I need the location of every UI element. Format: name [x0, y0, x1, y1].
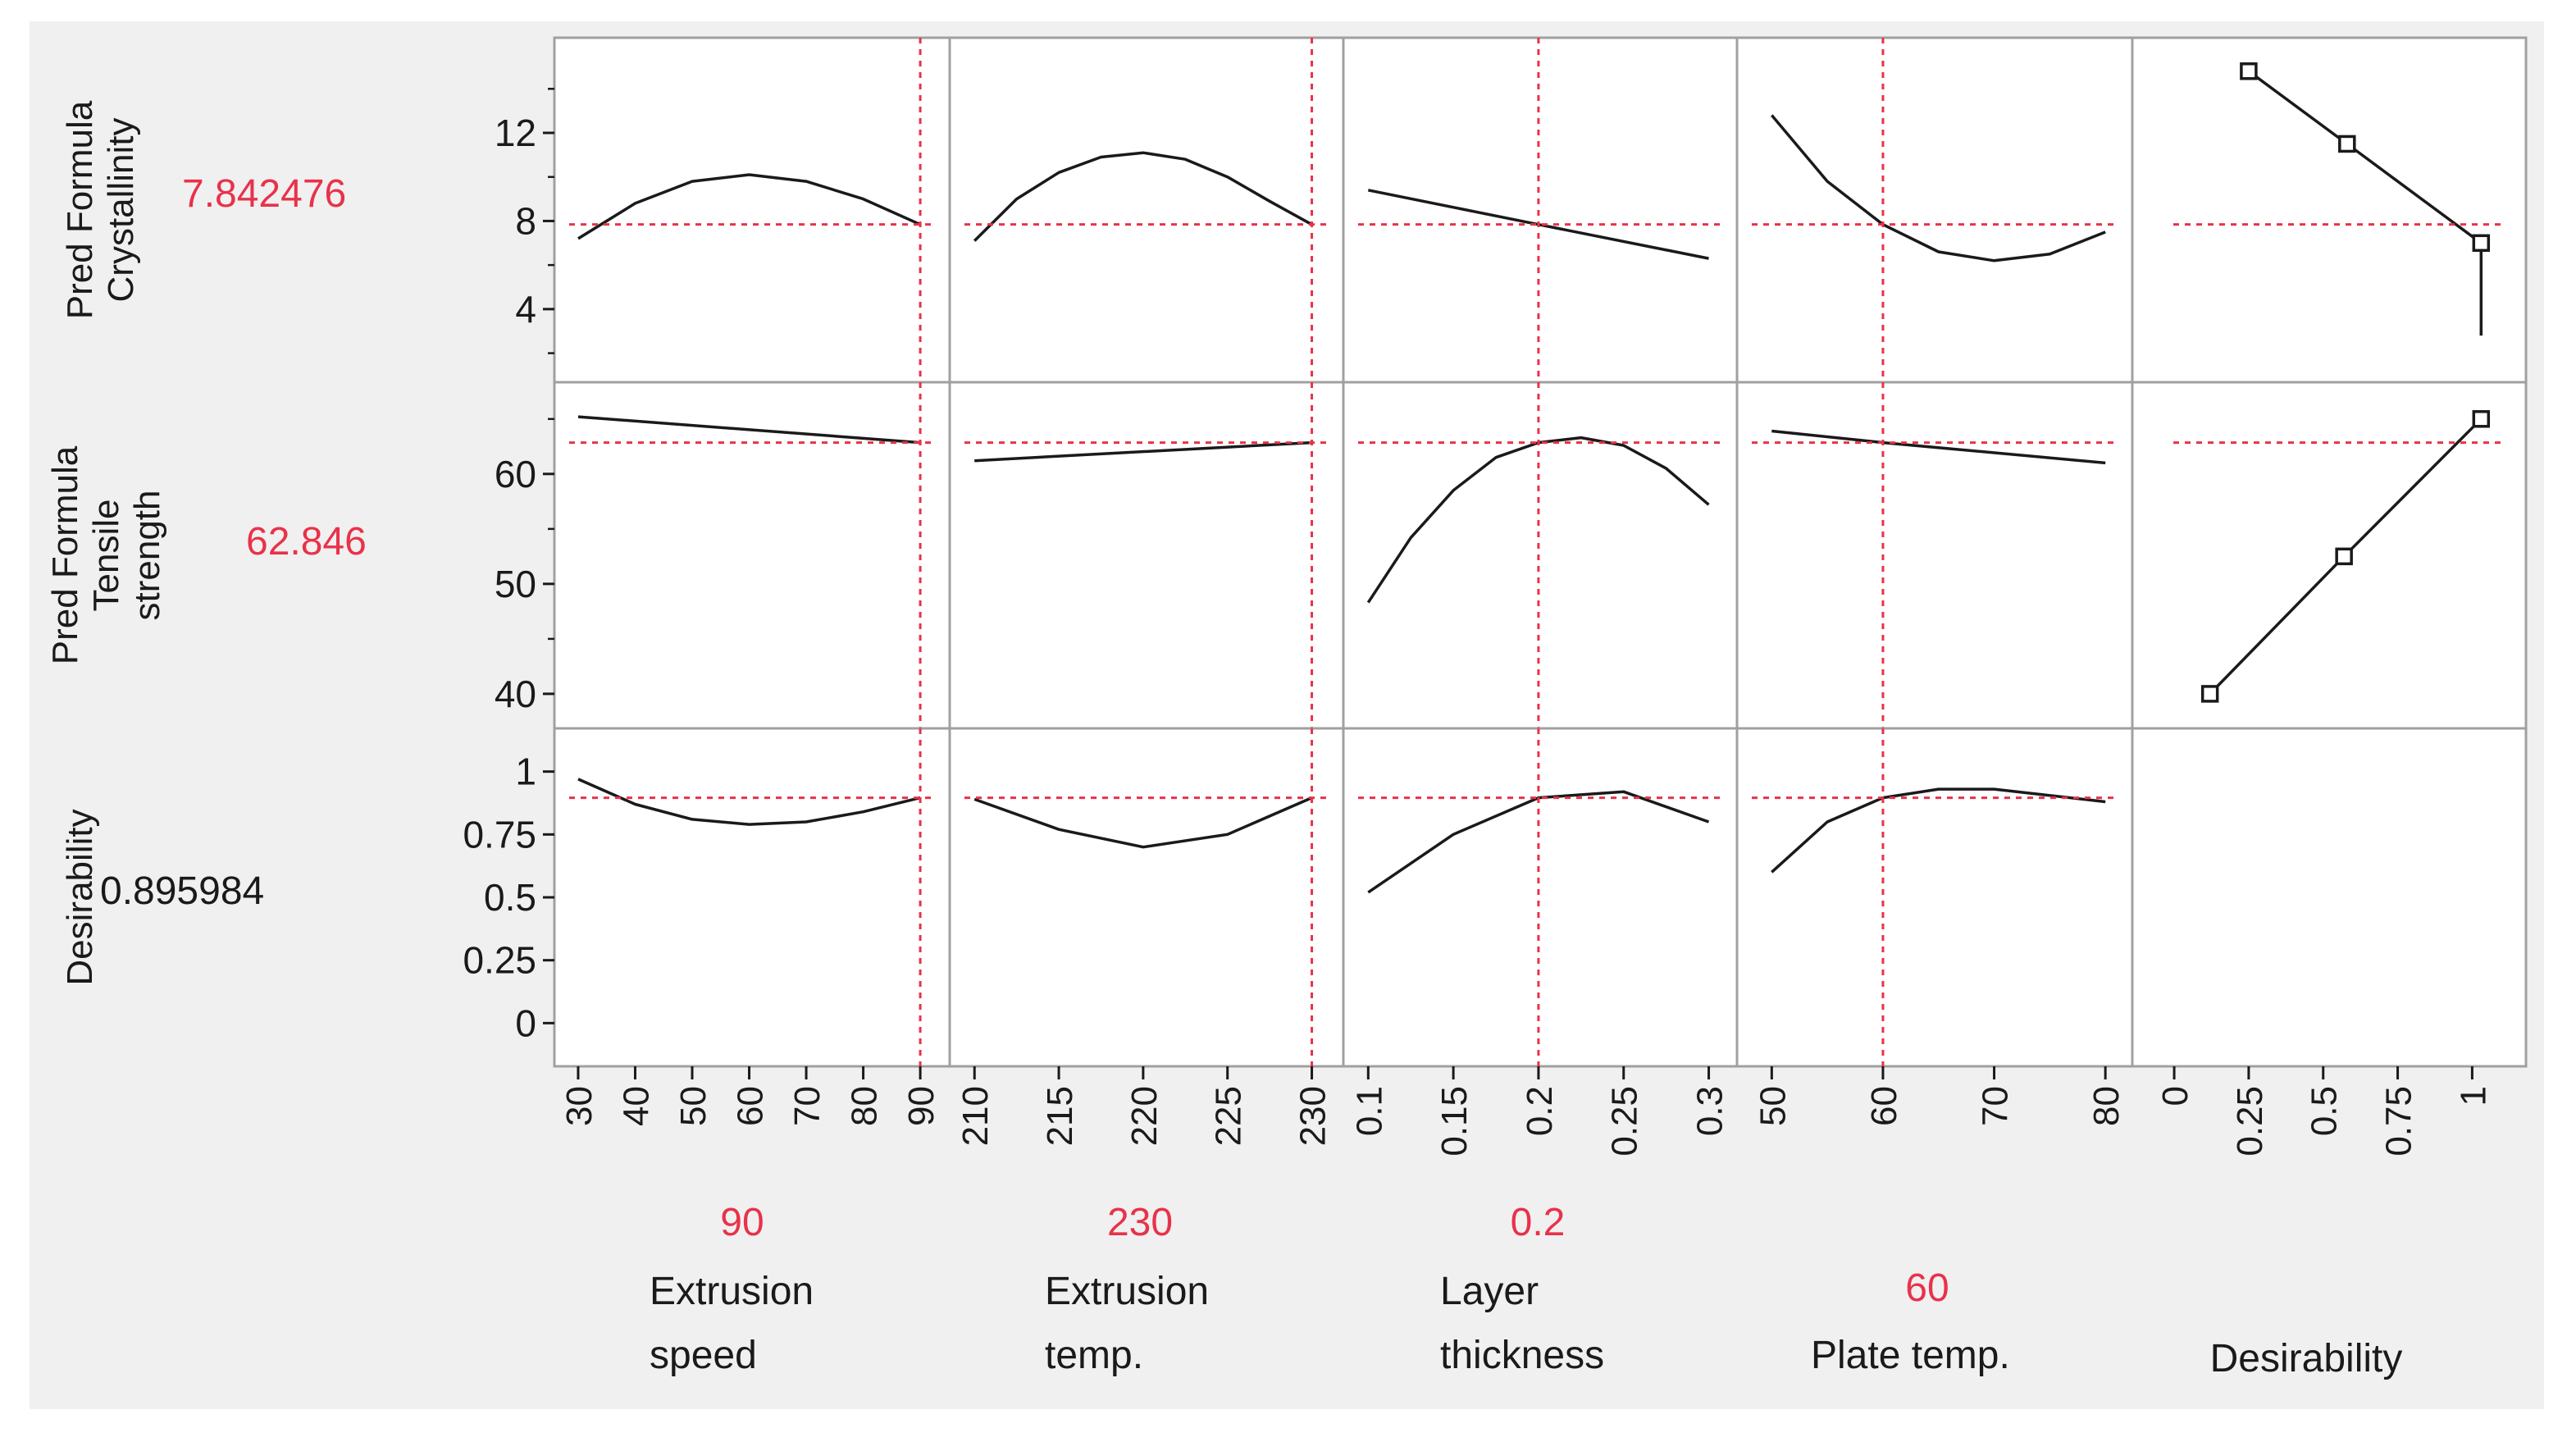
y-tick-label-r0-2: 12: [495, 112, 536, 154]
response-name-r1-line0: Pred Formula: [45, 445, 85, 664]
desirability-axis-title: Desirability: [2210, 1337, 2403, 1380]
response-name-r0-line0: Pred Formula: [60, 100, 100, 319]
response-current-value-r0: 7.842476: [182, 172, 346, 216]
desirability-handle-r0-0: [2240, 62, 2258, 80]
response-name-r0-line1: Crystallinity: [101, 118, 141, 303]
profile-cell-r0-c2: [1342, 36, 1739, 384]
factor-name-f1-line0: Extrusion: [1045, 1270, 1209, 1313]
y-tick-label-r2-1: 0.25: [463, 939, 536, 982]
response-name-r1-line1: Tensile: [86, 500, 126, 612]
x-tick-label-f2-1: 0.15: [1434, 1086, 1475, 1157]
factor-name-f1-line1: temp.: [1045, 1334, 1143, 1377]
profile-trace-r0-c0: [577, 173, 921, 240]
desirability-x-tick-label-0: 0: [2155, 1086, 2195, 1106]
response-name-r1-line2: strength: [127, 491, 167, 621]
desirability-cell-r2: [2131, 727, 2528, 1068]
response-name-r2-line0: Desirability: [60, 809, 100, 985]
x-tick-label-f2-2: 0.2: [1520, 1086, 1560, 1136]
y-tick-label-r2-4: 1: [515, 751, 536, 793]
profile-cell-r0-c3: [1735, 36, 2134, 384]
y-tick-label-r1-2: 60: [495, 453, 536, 495]
y-tick-label-r2-2: 0.5: [484, 876, 536, 919]
response-current-value-r1: 62.846: [246, 520, 367, 564]
x-tick-label-f1-0: 210: [955, 1086, 996, 1146]
profile-cell-r1-c2: [1342, 381, 1739, 730]
factor-name-f2-line1: thickness: [1440, 1334, 1604, 1377]
profile-cell-r1-c1: [948, 381, 1345, 730]
profile-cell-r2-c2: [1342, 727, 1739, 1068]
desirability-x-tick-label-4: 1: [2453, 1086, 2493, 1106]
y-tick-label-r0-1: 8: [515, 199, 536, 242]
desirability-handle-r0-2: [2472, 234, 2491, 253]
factor-name-f3-line1: Plate temp.: [1811, 1334, 2010, 1377]
x-tick-label-f1-2: 220: [1124, 1086, 1165, 1146]
profile-trace-r2-c0: [577, 778, 921, 826]
profile-cell-r2-c1: [948, 727, 1345, 1068]
profile-trace-r0-c3: [1770, 114, 2106, 262]
desirability-handle-r1-1: [2335, 547, 2353, 566]
x-tick-label-f3-3: 80: [2086, 1086, 2127, 1126]
desirability-handle-r0-1: [2338, 135, 2356, 153]
desirability-function-r0: [2247, 70, 2483, 336]
x-tick-label-f2-0: 0.1: [1349, 1086, 1389, 1136]
desirability-handle-r1-2: [2472, 410, 2491, 428]
profile-trace-r1-c1: [974, 440, 1312, 463]
y-tick-label-r2-3: 0.75: [463, 813, 536, 856]
x-tick-label-f2-3: 0.25: [1605, 1086, 1645, 1157]
factor-current-value-f2: 0.2: [1511, 1201, 1566, 1244]
x-tick-label-f0-5: 80: [845, 1086, 885, 1126]
y-tick-label-r1-1: 50: [495, 563, 536, 605]
y-tick-label-r0-0: 4: [515, 288, 536, 331]
x-tick-label-f1-1: 215: [1040, 1086, 1080, 1146]
x-tick-label-f1-4: 230: [1293, 1086, 1334, 1146]
x-tick-label-f3-2: 70: [1976, 1086, 2016, 1126]
desirability-cell-r0: [2131, 36, 2528, 384]
profile-trace-r2-c3: [1771, 787, 2106, 874]
desirability-x-tick-label-2: 0.5: [2305, 1086, 2345, 1136]
x-tick-label-f0-2: 50: [673, 1086, 714, 1126]
profile-trace-r1-c0: [577, 415, 921, 445]
y-tick-label-r1-0: 40: [495, 673, 536, 715]
x-tick-label-f0-3: 60: [731, 1086, 771, 1126]
factor-name-f0-line1: speed: [650, 1334, 757, 1377]
y-tick-label-r2-0: 0: [515, 1002, 536, 1044]
x-tick-label-f0-0: 30: [559, 1086, 600, 1126]
x-tick-label-f0-6: 90: [901, 1086, 941, 1126]
factor-name-f2-line0: Layer: [1440, 1270, 1539, 1313]
x-tick-label-f3-1: 60: [1864, 1086, 1904, 1126]
desirability-x-tick-label-3: 0.75: [2379, 1086, 2419, 1157]
profile-cell-r2-c0: [553, 727, 951, 1068]
desirability-x-tick-label-1: 0.25: [2230, 1086, 2270, 1157]
profile-cell-r0-c0: [553, 36, 951, 384]
profile-cell-r2-c3: [1735, 727, 2134, 1068]
x-tick-label-f2-4: 0.3: [1690, 1086, 1730, 1136]
x-tick-label-f3-0: 50: [1753, 1086, 1793, 1126]
profile-trace-r0-c1: [973, 151, 1313, 242]
x-tick-label-f0-4: 70: [787, 1086, 828, 1126]
factor-current-value-f0: 90: [720, 1201, 764, 1244]
desirability-handle-r1-0: [2200, 685, 2219, 703]
factor-current-value-f1: 230: [1107, 1201, 1173, 1244]
response-current-value-r2: 0.895984: [100, 869, 264, 913]
factor-name-f0-line0: Extrusion: [650, 1270, 814, 1313]
factor-current-value-f3: 60: [1905, 1266, 1949, 1310]
x-tick-label-f0-1: 40: [616, 1086, 656, 1126]
x-tick-label-f1-3: 225: [1209, 1086, 1249, 1146]
profile-cell-r1-c0: [553, 381, 951, 730]
profile-trace-r2-c1: [973, 796, 1313, 849]
